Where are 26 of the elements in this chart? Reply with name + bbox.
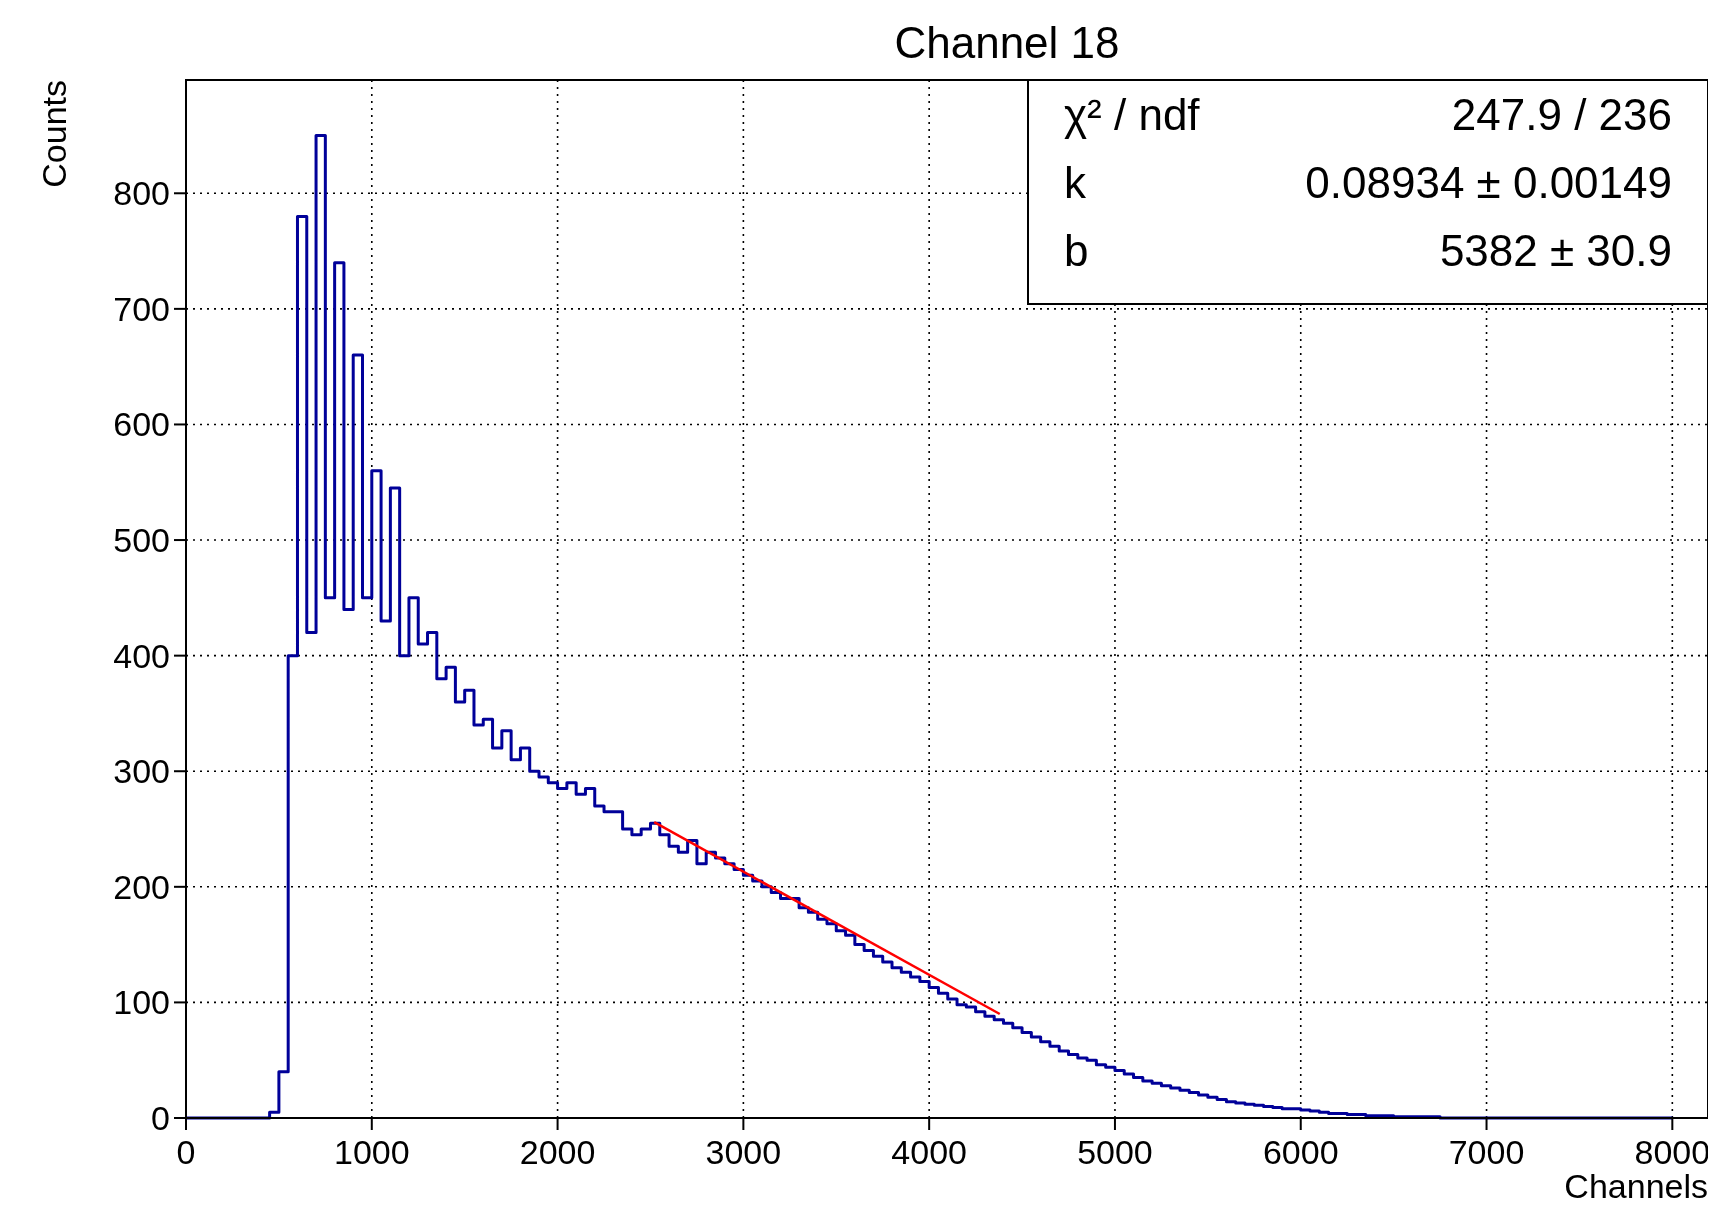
x-tick-label: 2000 — [519, 1133, 596, 1171]
y-tick-label: 600 — [113, 405, 170, 444]
y-tick-label: 700 — [113, 289, 170, 328]
y-tick-label: 200 — [113, 867, 170, 906]
annotation: 5382 ± 30.9 — [1439, 226, 1672, 275]
y-tick-label: 400 — [113, 636, 170, 675]
x-tick-label: 3000 — [705, 1133, 782, 1171]
annotation: b — [1064, 226, 1089, 275]
y-tick-label: 800 — [113, 174, 170, 213]
x-axis-title: Channels — [1564, 1167, 1708, 1205]
x-tick-label: 1000 — [333, 1133, 410, 1171]
y-tick-label: 0 — [151, 1098, 170, 1137]
x-tick-label: 6000 — [1262, 1133, 1339, 1171]
chart-title: Channel 18 — [894, 18, 1120, 67]
x-tick-label: 5000 — [1077, 1133, 1153, 1171]
y-tick-label: 100 — [113, 983, 170, 1022]
annotation: 247.9 / 236 — [1451, 90, 1672, 139]
x-tick-label: 4000 — [891, 1133, 967, 1171]
y-tick-label: 300 — [113, 752, 170, 791]
x-tick-label: 0 — [176, 1133, 196, 1171]
x-tick-label: 7000 — [1448, 1133, 1525, 1171]
annotation: 0.08934 ± 0.00149 — [1305, 158, 1672, 207]
y-tick-label: 500 — [113, 520, 170, 559]
y-axis-title: Counts — [35, 80, 73, 188]
annotation: k — [1064, 158, 1087, 207]
annotation: χ² / ndf — [1064, 90, 1201, 139]
